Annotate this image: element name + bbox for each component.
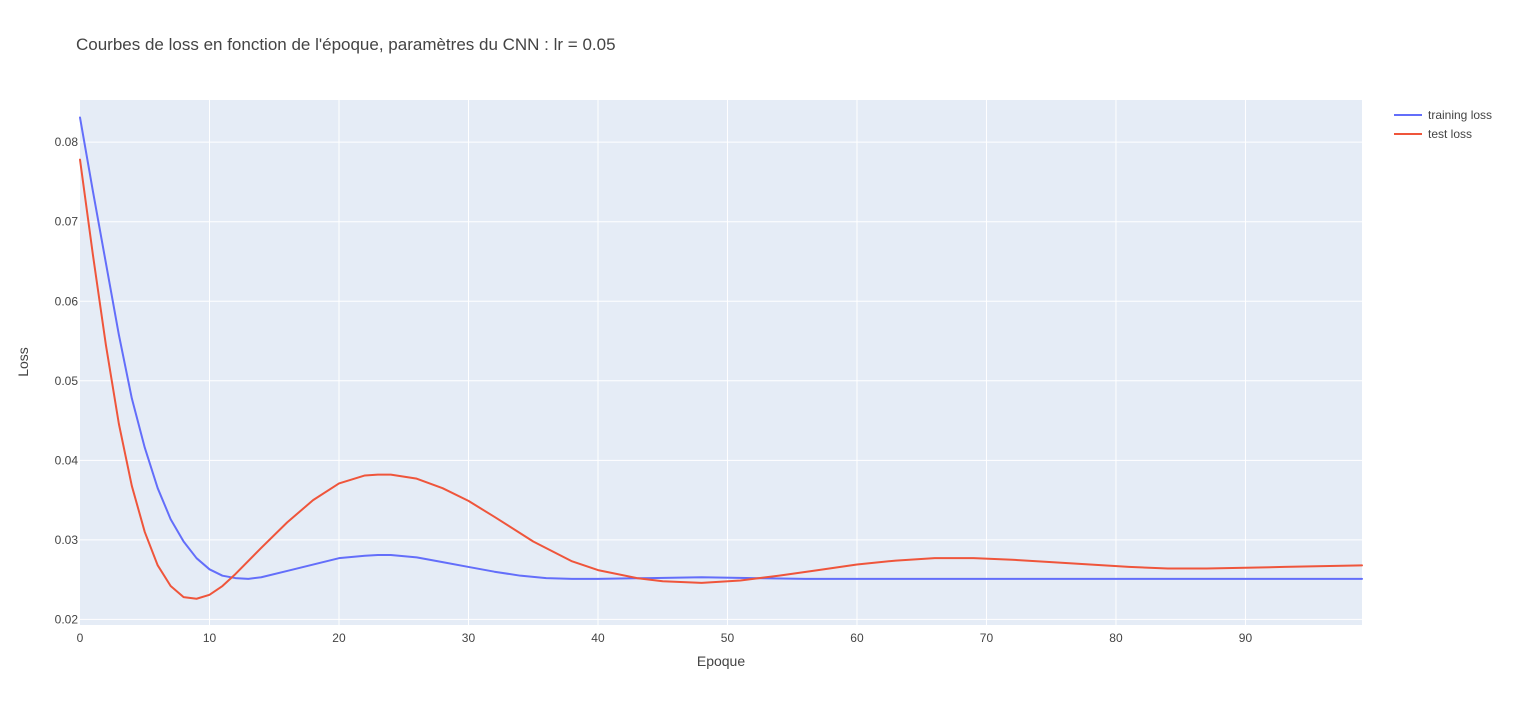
gridlines xyxy=(80,100,1362,625)
plot-area xyxy=(80,100,1362,625)
y-tick-label: 0.02 xyxy=(55,612,79,626)
y-tick-label: 0.08 xyxy=(55,135,79,149)
x-tick-labels: 0 10 20 30 40 50 60 70 80 90 xyxy=(77,631,1253,645)
x-tick-label: 30 xyxy=(462,631,476,645)
series-line-training-loss xyxy=(79,116,1363,580)
legend[interactable]: training loss test loss xyxy=(1394,108,1492,141)
x-tick-label: 10 xyxy=(203,631,217,645)
y-tick-label: 0.07 xyxy=(55,215,79,229)
x-tick-label: 90 xyxy=(1239,631,1253,645)
series-line-test-loss xyxy=(79,158,1363,600)
y-tick-label: 0.06 xyxy=(55,294,79,308)
x-tick-label: 50 xyxy=(721,631,735,645)
x-tick-label: 80 xyxy=(1109,631,1123,645)
x-tick-label: 70 xyxy=(980,631,994,645)
legend-label: test loss xyxy=(1428,127,1472,141)
x-tick-label: 60 xyxy=(850,631,864,645)
legend-item-test-loss[interactable]: test loss xyxy=(1394,127,1472,141)
chart-title: Courbes de loss en fonction de l'époque,… xyxy=(76,35,616,54)
legend-label: training loss xyxy=(1428,108,1492,122)
y-tick-label: 0.05 xyxy=(55,374,79,388)
series-layer xyxy=(79,116,1363,600)
legend-item-training-loss[interactable]: training loss xyxy=(1394,108,1492,122)
x-tick-label: 20 xyxy=(332,631,346,645)
y-tick-labels: 0.02 0.03 0.04 0.05 0.06 0.07 0.08 xyxy=(55,135,79,626)
y-tick-label: 0.03 xyxy=(55,533,79,547)
x-tick-label: 40 xyxy=(591,631,605,645)
x-axis-title: Epoque xyxy=(697,653,745,669)
y-tick-label: 0.04 xyxy=(55,453,79,467)
x-tick-label: 0 xyxy=(77,631,84,645)
y-axis-title: Loss xyxy=(15,347,31,377)
